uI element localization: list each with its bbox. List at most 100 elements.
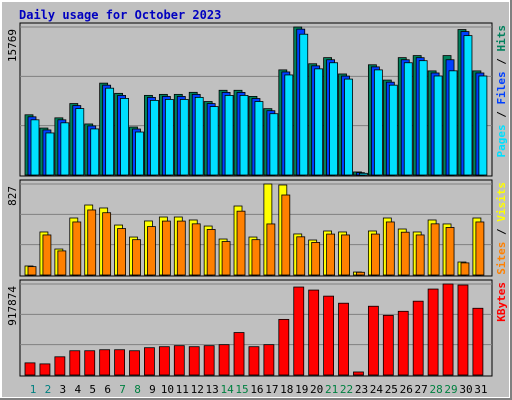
bar (164, 99, 174, 176)
legend-entry: Visits (495, 182, 508, 222)
x-tick-label: 9 (149, 383, 156, 396)
x-tick-label: 26 (400, 383, 413, 396)
bar (445, 227, 455, 276)
legend: Pages / Files / Hits (495, 25, 508, 158)
bar (135, 131, 144, 176)
legend-separator: / (495, 52, 508, 72)
bar (150, 99, 159, 176)
bar (24, 362, 36, 376)
x-tick-label: 31 (474, 383, 487, 396)
bar (39, 363, 51, 376)
bar (72, 221, 82, 276)
bar (293, 286, 305, 376)
x-tick-label: 5 (89, 383, 96, 396)
legend-separator: / (495, 222, 508, 242)
x-tick-label: 3 (60, 383, 67, 396)
x-tick-label: 2 (45, 383, 52, 396)
bar (69, 350, 81, 376)
x-tick-label: 1 (30, 383, 37, 396)
x-tick-label: 22 (340, 383, 353, 396)
x-tick-label: 14 (220, 383, 234, 396)
bar (388, 84, 398, 176)
x-tick-label: 10 (161, 383, 174, 396)
bar (224, 95, 234, 176)
bar (353, 371, 364, 376)
y-tick-label: 827 (6, 186, 19, 206)
x-tick-label: 8 (134, 383, 141, 396)
bar (344, 78, 353, 176)
bar (475, 221, 485, 276)
bar (206, 229, 216, 276)
x-tick-label: 28 (429, 383, 442, 396)
bar (254, 101, 264, 176)
legend-entry: Hits (495, 25, 508, 52)
bar (132, 239, 141, 276)
bar (75, 108, 85, 176)
chart-title: Daily usage for October 2023 (19, 8, 221, 22)
x-tick-label: 16 (250, 383, 263, 396)
bar (382, 314, 394, 376)
x-tick-label: 30 (459, 383, 472, 396)
bar (400, 231, 410, 276)
bar (236, 210, 246, 276)
bar (442, 283, 454, 376)
bar (158, 346, 170, 376)
bar (194, 96, 204, 176)
bar (370, 233, 380, 276)
x-tick-label: 17 (265, 383, 278, 396)
bar (412, 300, 424, 376)
bar (329, 62, 339, 176)
legend: KBytes (495, 282, 508, 322)
bar (179, 99, 189, 176)
x-tick-label: 4 (74, 383, 81, 396)
bar (84, 350, 96, 376)
x-tick-label: 12 (191, 383, 204, 396)
y-tick-label: 15769 (6, 29, 19, 62)
bar (45, 132, 55, 176)
bar (269, 113, 279, 176)
bar (341, 234, 350, 276)
legend-entry: KBytes (495, 282, 508, 322)
bar (161, 220, 171, 276)
bar (60, 122, 70, 176)
bar (102, 212, 112, 276)
bar (203, 345, 215, 376)
bar (314, 68, 324, 176)
bar (87, 209, 97, 276)
legend-entry: Sites (495, 242, 508, 275)
bar (30, 119, 40, 176)
bar (326, 233, 336, 276)
bar (54, 356, 66, 376)
bar (105, 87, 115, 176)
x-tick-label: 19 (295, 383, 308, 396)
bar (457, 284, 469, 376)
bar (278, 318, 290, 376)
bar (248, 346, 260, 376)
bar (284, 74, 294, 176)
bar (478, 75, 488, 176)
bar (99, 349, 111, 376)
bar (323, 295, 335, 376)
bar (188, 346, 200, 376)
bar (209, 106, 219, 176)
x-tick-label: 23 (355, 383, 368, 396)
bar (173, 345, 185, 376)
bar (472, 307, 484, 376)
bar (147, 226, 156, 276)
bar (176, 220, 186, 276)
bar (427, 288, 439, 376)
bar (266, 223, 276, 276)
x-tick-label: 24 (370, 383, 384, 396)
bar (144, 347, 155, 376)
bar (299, 33, 309, 176)
bar (415, 234, 425, 276)
bar (359, 172, 368, 176)
bar (90, 128, 100, 176)
x-tick-label: 7 (119, 383, 126, 396)
bar (27, 266, 37, 276)
x-tick-label: 25 (385, 383, 398, 396)
bar (418, 60, 428, 176)
legend-entry: Files (495, 71, 508, 104)
